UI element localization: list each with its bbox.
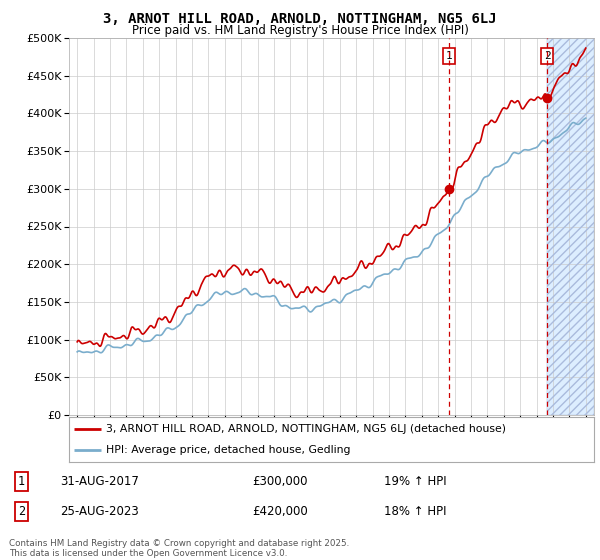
Bar — [547, 38, 594, 415]
Text: 3, ARNOT HILL ROAD, ARNOLD, NOTTINGHAM, NG5 6LJ: 3, ARNOT HILL ROAD, ARNOLD, NOTTINGHAM, … — [103, 12, 497, 26]
Text: Contains HM Land Registry data © Crown copyright and database right 2025.
This d: Contains HM Land Registry data © Crown c… — [9, 539, 349, 558]
Text: 2: 2 — [544, 51, 551, 61]
Text: 19% ↑ HPI: 19% ↑ HPI — [384, 475, 446, 488]
Text: £420,000: £420,000 — [252, 505, 308, 518]
Text: £300,000: £300,000 — [252, 475, 308, 488]
Text: 1: 1 — [18, 475, 25, 488]
Text: 1: 1 — [446, 51, 452, 61]
Text: 31-AUG-2017: 31-AUG-2017 — [60, 475, 139, 488]
Text: 25-AUG-2023: 25-AUG-2023 — [60, 505, 139, 518]
Bar — [547, 38, 594, 415]
Text: 3, ARNOT HILL ROAD, ARNOLD, NOTTINGHAM, NG5 6LJ (detached house): 3, ARNOT HILL ROAD, ARNOLD, NOTTINGHAM, … — [106, 424, 506, 434]
Text: 2: 2 — [18, 505, 25, 518]
Text: Price paid vs. HM Land Registry's House Price Index (HPI): Price paid vs. HM Land Registry's House … — [131, 24, 469, 36]
Text: 18% ↑ HPI: 18% ↑ HPI — [384, 505, 446, 518]
Text: HPI: Average price, detached house, Gedling: HPI: Average price, detached house, Gedl… — [106, 445, 350, 455]
